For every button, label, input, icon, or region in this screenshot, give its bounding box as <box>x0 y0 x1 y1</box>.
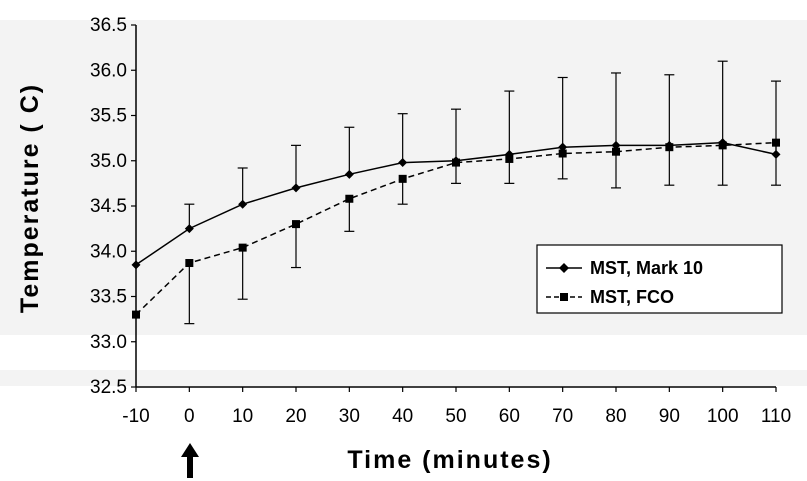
data-point <box>132 310 140 319</box>
legend-label-fco: MST, FCO <box>590 287 674 307</box>
x-tick-label: 30 <box>339 406 360 427</box>
legend-label-mark10: MST, Mark 10 <box>590 258 703 278</box>
data-point <box>345 194 354 203</box>
y-tick-label: 34.5 <box>90 196 127 217</box>
x-tick-label: 100 <box>707 406 739 427</box>
data-point <box>291 183 301 193</box>
x-tick-label: 70 <box>552 406 573 427</box>
x-tick-label: 50 <box>445 406 466 427</box>
y-tick-label: 35.0 <box>90 151 127 172</box>
y-tick-label: 32.5 <box>90 377 127 398</box>
x-tick-label: 40 <box>392 406 413 427</box>
x-tick-label: 90 <box>659 406 680 427</box>
up-arrow-icon <box>181 443 199 478</box>
x-tick-label: -10 <box>122 406 149 427</box>
x-tick-label: 0 <box>184 406 195 427</box>
data-point <box>238 243 247 252</box>
series-layer <box>131 60 781 325</box>
x-axis-ticks: -10 0 10 20 30 40 50 60 70 80 90 100 110 <box>122 387 791 427</box>
y-axis-ticks: 32.5 33.0 33.5 34.0 34.5 35.0 35.5 36.0 36.5 <box>90 15 136 398</box>
x-tick-label: 20 <box>285 406 306 427</box>
series-fco <box>132 138 781 325</box>
x-tick-label: 60 <box>499 406 520 427</box>
data-point <box>505 154 514 163</box>
data-point <box>185 259 194 268</box>
legend: MST, Mark 10 MST, FCO <box>536 244 783 314</box>
lower-band <box>0 370 807 386</box>
legend-box <box>536 244 783 314</box>
data-point <box>558 149 567 158</box>
legend-marker-diamond <box>559 263 569 273</box>
data-point <box>772 138 780 147</box>
x-tick-label: 80 <box>605 406 626 427</box>
data-point <box>611 140 621 150</box>
y-tick-label: 33.0 <box>90 332 127 353</box>
data-point <box>131 260 141 270</box>
y-axis-title: Temperature ( C) <box>16 83 44 313</box>
data-point <box>612 147 620 156</box>
legend-marker-square <box>560 293 568 301</box>
y-tick-label: 36.5 <box>90 15 127 36</box>
data-point <box>292 220 300 229</box>
data-point <box>238 199 248 209</box>
data-point <box>398 174 407 183</box>
data-point <box>344 169 354 179</box>
data-point <box>558 142 568 152</box>
data-point <box>718 141 727 150</box>
x-tick-label: 110 <box>761 406 791 427</box>
y-tick-label: 35.5 <box>90 106 127 127</box>
y-tick-label: 36.0 <box>90 60 127 81</box>
y-tick-label: 33.5 <box>90 287 127 308</box>
y-tick-label: 34.0 <box>90 241 127 262</box>
x-tick-label: 10 <box>232 406 253 427</box>
data-point <box>184 224 194 234</box>
data-point <box>665 143 674 152</box>
data-point <box>398 158 408 168</box>
data-point <box>452 158 460 167</box>
x-axis-title: Time (minutes) <box>347 446 552 474</box>
